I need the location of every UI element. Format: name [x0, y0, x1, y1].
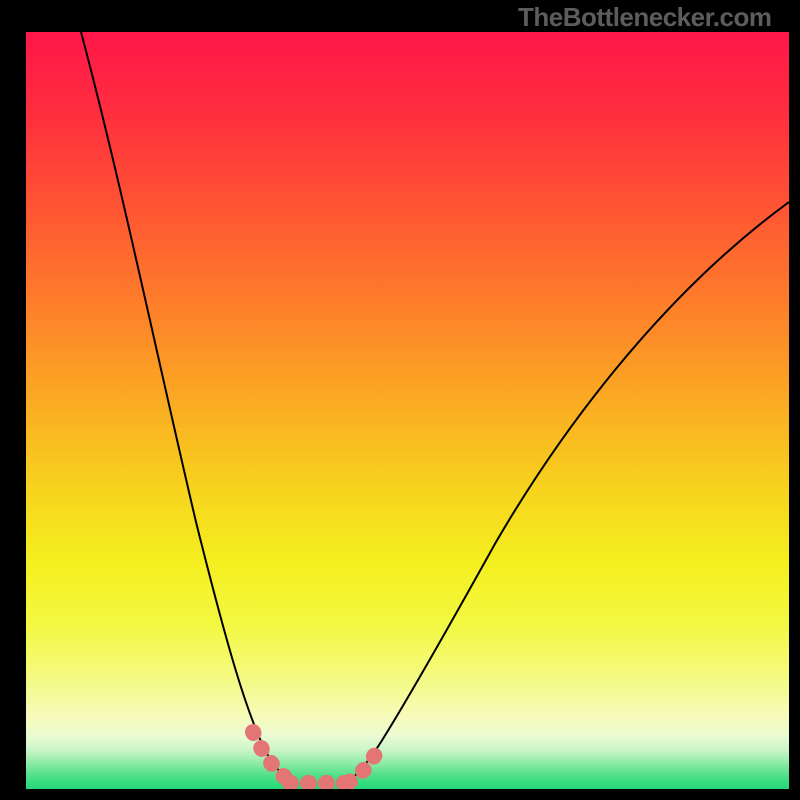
- watermark-text: TheBottlenecker.com: [518, 2, 771, 33]
- plot-svg: [26, 32, 789, 789]
- gradient-background: [26, 32, 789, 789]
- plot-area: [26, 32, 789, 789]
